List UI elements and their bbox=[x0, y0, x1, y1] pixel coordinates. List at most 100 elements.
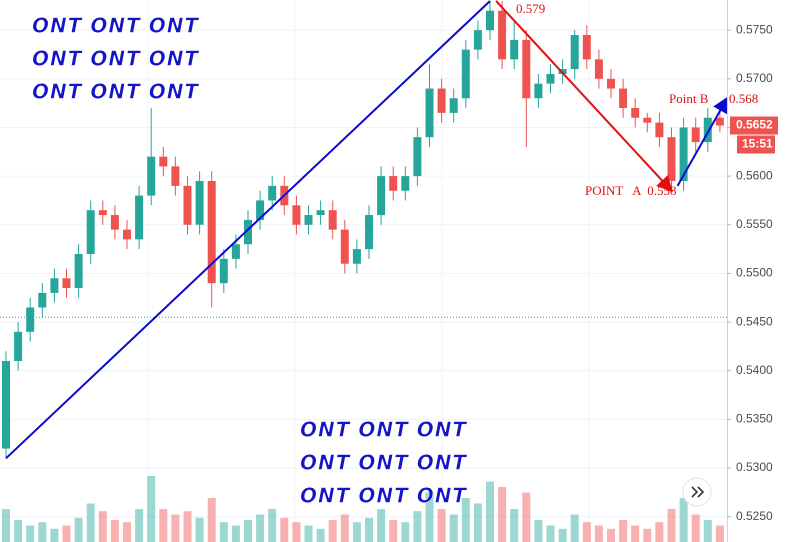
candle-body bbox=[365, 215, 373, 250]
candle-body bbox=[473, 30, 482, 50]
volume-bar bbox=[655, 522, 664, 542]
volume-bar bbox=[147, 476, 156, 542]
candle-body bbox=[147, 156, 156, 196]
candle-body bbox=[352, 249, 361, 264]
candle-body bbox=[413, 137, 422, 177]
candle-body bbox=[510, 39, 519, 60]
countdown-label: 15:51 bbox=[742, 137, 773, 151]
candle-body bbox=[231, 244, 240, 259]
volume-bar bbox=[231, 525, 240, 542]
candle-body bbox=[437, 88, 446, 113]
volume-bar bbox=[26, 525, 35, 542]
volume-bar bbox=[365, 517, 373, 542]
candle-body bbox=[522, 39, 531, 99]
candle-body bbox=[619, 88, 628, 109]
candle-body bbox=[110, 215, 119, 230]
volume-bar bbox=[62, 525, 71, 542]
candle-body bbox=[50, 278, 59, 293]
candle-body bbox=[449, 98, 458, 113]
volume-bar bbox=[461, 498, 470, 542]
candle-body bbox=[679, 127, 688, 181]
volume-bar bbox=[38, 522, 47, 542]
volume-bar bbox=[135, 509, 144, 542]
candle-body bbox=[219, 258, 228, 284]
annotation: Point B bbox=[669, 91, 709, 106]
y-tick-label: 0.5400 bbox=[736, 363, 773, 377]
volume-bar bbox=[340, 514, 349, 542]
volume-bar bbox=[679, 498, 688, 542]
volume-bar bbox=[377, 509, 386, 542]
volume-bar bbox=[110, 520, 119, 542]
candle-body bbox=[486, 10, 494, 31]
countdown-box bbox=[737, 135, 775, 154]
candle-body bbox=[2, 361, 10, 449]
annotation: POINT A 0.558 bbox=[585, 183, 677, 198]
volume-bar bbox=[413, 511, 422, 542]
volume-bar bbox=[316, 528, 325, 542]
candle-body bbox=[62, 278, 71, 289]
volume-bar bbox=[86, 503, 95, 542]
volume-bar bbox=[183, 511, 192, 542]
scroll-button-icon[interactable] bbox=[691, 486, 705, 498]
candle-body bbox=[183, 185, 192, 225]
candle-body bbox=[171, 166, 180, 186]
y-tick-label: 0.5600 bbox=[736, 168, 773, 182]
volume-bar bbox=[425, 492, 434, 542]
candle-body bbox=[582, 35, 591, 60]
volume-bar bbox=[123, 522, 131, 542]
y-tick-label: 0.5350 bbox=[736, 412, 773, 426]
volume-bar bbox=[50, 528, 59, 542]
candle-body bbox=[703, 117, 712, 143]
volume-bar bbox=[171, 514, 180, 542]
candle-body bbox=[534, 83, 543, 99]
volume-bar bbox=[98, 511, 107, 542]
volume-bar bbox=[522, 492, 531, 542]
candle-body bbox=[98, 210, 107, 216]
watermark: ONT ONT ONT bbox=[32, 80, 199, 104]
volume-bar bbox=[437, 509, 446, 542]
volume-bar bbox=[14, 520, 23, 542]
candle-body bbox=[546, 73, 555, 84]
volume-bar bbox=[159, 509, 168, 542]
y-tick-label: 0.5500 bbox=[736, 266, 773, 280]
volume-bar bbox=[268, 509, 277, 542]
last-price-box bbox=[730, 116, 778, 135]
candle-body bbox=[607, 78, 615, 89]
volume-bar bbox=[473, 503, 482, 542]
candle-body bbox=[643, 117, 652, 123]
candle-body bbox=[425, 88, 434, 138]
last-price-label: 0.5652 bbox=[736, 118, 773, 132]
volume-bar bbox=[631, 525, 640, 542]
candle-body bbox=[74, 253, 83, 289]
volume-bar bbox=[352, 522, 361, 542]
volume-bar bbox=[74, 517, 83, 542]
candle-body bbox=[631, 108, 640, 118]
volume-bar bbox=[594, 525, 603, 542]
candle-body bbox=[304, 215, 313, 225]
volume-bar bbox=[703, 520, 712, 542]
annotation: 0.568 bbox=[729, 91, 758, 106]
volume-bar bbox=[486, 481, 494, 542]
scroll-button[interactable] bbox=[682, 477, 712, 507]
candle-body bbox=[268, 185, 277, 201]
candle-body bbox=[135, 195, 144, 240]
candle-body bbox=[26, 307, 35, 332]
y-tick-label: 0.5550 bbox=[736, 217, 773, 231]
volume-bar bbox=[244, 520, 252, 542]
volume-bar bbox=[328, 520, 337, 542]
candle-body bbox=[461, 49, 470, 99]
volume-bar bbox=[643, 528, 652, 542]
volume-bar bbox=[292, 522, 301, 542]
candle-body bbox=[328, 210, 337, 230]
volume-bar bbox=[256, 514, 265, 542]
watermark: ONT ONT ONT bbox=[32, 47, 199, 71]
watermark: ONT ONT ONT bbox=[300, 484, 467, 508]
watermark: ONT ONT ONT bbox=[300, 451, 467, 475]
volume-bar bbox=[401, 522, 410, 542]
volume-bar bbox=[715, 525, 724, 542]
volume-bar bbox=[195, 517, 204, 542]
volume-bar bbox=[280, 517, 289, 542]
watermark: ONT ONT ONT bbox=[300, 418, 467, 442]
candle-body bbox=[38, 292, 47, 308]
